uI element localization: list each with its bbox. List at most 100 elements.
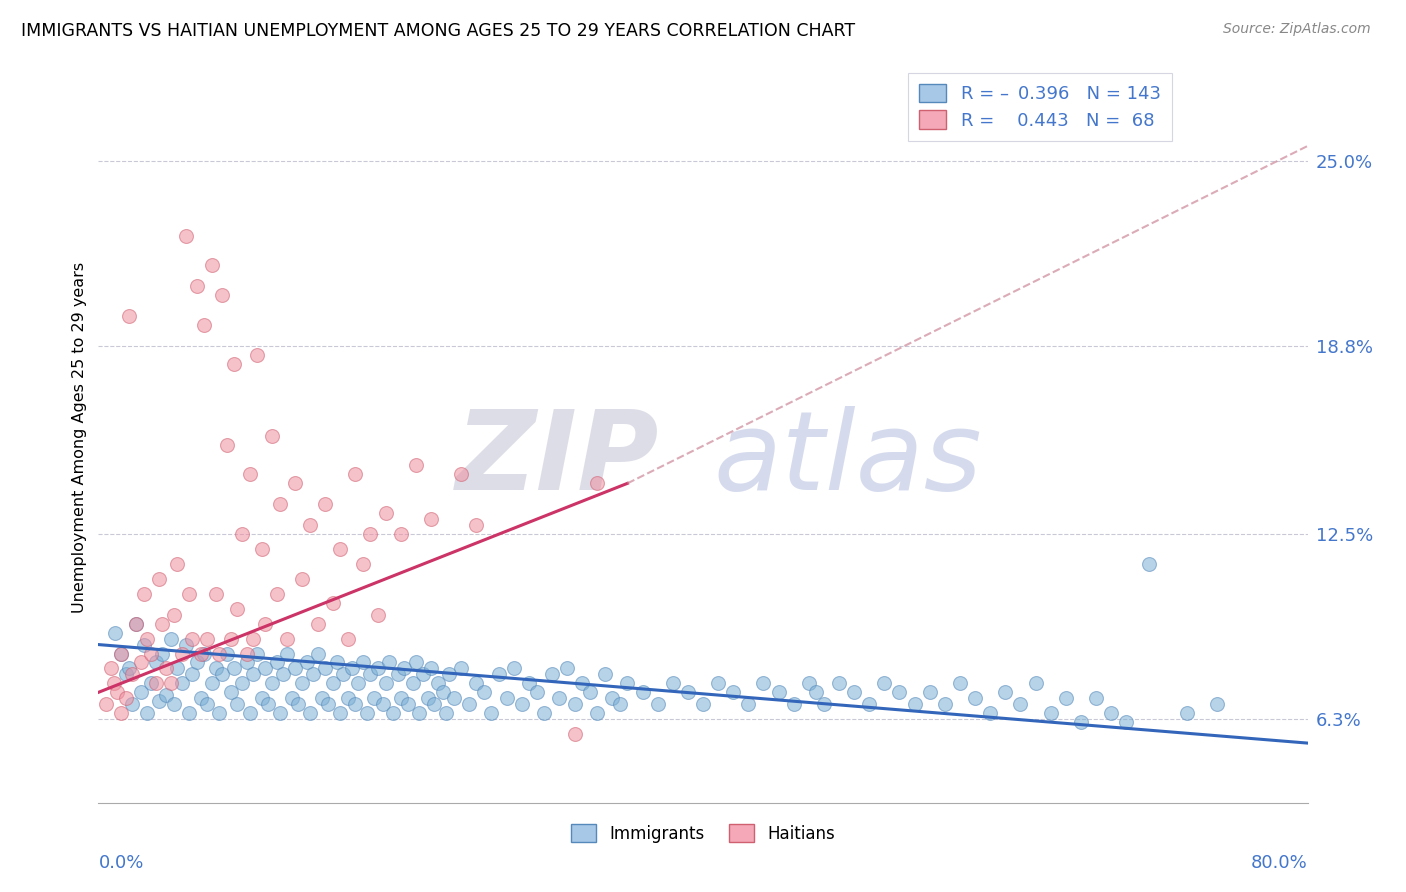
Point xyxy=(828,676,851,690)
Point xyxy=(1024,676,1046,690)
Point xyxy=(949,676,972,690)
Point xyxy=(481,706,503,721)
Point xyxy=(555,661,578,675)
Point xyxy=(205,587,228,601)
Point xyxy=(416,691,439,706)
Point xyxy=(377,656,399,670)
Point xyxy=(616,676,638,690)
Point xyxy=(437,667,460,681)
Point xyxy=(242,632,264,646)
Point xyxy=(235,656,257,670)
Point xyxy=(396,698,419,712)
Point xyxy=(103,676,125,690)
Point xyxy=(360,667,382,681)
Point xyxy=(193,318,215,332)
Point xyxy=(110,706,132,721)
Point xyxy=(904,698,927,712)
Point xyxy=(322,596,344,610)
Y-axis label: Unemployment Among Ages 25 to 29 years: Unemployment Among Ages 25 to 29 years xyxy=(72,261,87,613)
Point xyxy=(806,685,828,699)
Point xyxy=(145,656,167,670)
Point xyxy=(118,661,141,675)
Point xyxy=(211,667,233,681)
Point xyxy=(208,647,231,661)
Point xyxy=(181,632,204,646)
Point xyxy=(132,638,155,652)
Point xyxy=(291,572,314,586)
Point xyxy=(287,698,309,712)
Point xyxy=(1039,706,1062,721)
Point xyxy=(934,698,956,712)
Point xyxy=(141,676,163,690)
Point xyxy=(160,632,183,646)
Point xyxy=(533,706,555,721)
Point xyxy=(367,661,389,675)
Point xyxy=(692,698,714,712)
Point xyxy=(979,706,1001,721)
Point xyxy=(250,691,273,706)
Point xyxy=(526,685,548,699)
Point xyxy=(387,667,409,681)
Point xyxy=(432,685,454,699)
Point xyxy=(174,638,197,652)
Point xyxy=(965,691,987,706)
Point xyxy=(564,727,586,741)
Point xyxy=(104,625,127,640)
Point xyxy=(94,698,117,712)
Point xyxy=(488,667,510,681)
Point xyxy=(155,661,177,675)
Point xyxy=(186,279,208,293)
Point xyxy=(356,706,378,721)
Point xyxy=(405,458,427,473)
Point xyxy=(262,428,284,442)
Point xyxy=(266,587,288,601)
Point xyxy=(347,676,370,690)
Point xyxy=(797,676,820,690)
Point xyxy=(262,676,284,690)
Point xyxy=(408,706,430,721)
Point xyxy=(329,706,352,721)
Point xyxy=(783,698,806,712)
Point xyxy=(316,698,339,712)
Point xyxy=(135,632,157,646)
Point xyxy=(1115,715,1137,730)
Point xyxy=(844,685,866,699)
Point xyxy=(420,512,443,526)
Point xyxy=(135,706,157,721)
Point xyxy=(412,667,434,681)
Point xyxy=(284,476,307,491)
Point xyxy=(472,685,495,699)
Point xyxy=(239,706,262,721)
Point xyxy=(226,698,249,712)
Point xyxy=(179,706,201,721)
Point xyxy=(457,698,479,712)
Point xyxy=(114,667,136,681)
Point xyxy=(291,676,314,690)
Point xyxy=(150,647,173,661)
Point xyxy=(889,685,911,699)
Point xyxy=(503,661,526,675)
Point xyxy=(195,632,218,646)
Point xyxy=(121,698,143,712)
Point xyxy=(858,698,880,712)
Point xyxy=(284,661,307,675)
Legend: Immigrants, Haitians: Immigrants, Haitians xyxy=(564,818,842,849)
Point xyxy=(307,616,329,631)
Point xyxy=(170,676,193,690)
Point xyxy=(250,542,273,557)
Point xyxy=(389,691,412,706)
Point xyxy=(402,676,425,690)
Point xyxy=(186,656,208,670)
Point xyxy=(179,587,201,601)
Text: atlas: atlas xyxy=(714,406,983,513)
Point xyxy=(163,698,186,712)
Point xyxy=(423,698,446,712)
Point xyxy=(224,357,246,371)
Point xyxy=(166,661,188,675)
Point xyxy=(110,647,132,661)
Point xyxy=(281,691,304,706)
Point xyxy=(271,667,294,681)
Point xyxy=(344,698,367,712)
Point xyxy=(246,348,269,362)
Point xyxy=(201,259,224,273)
